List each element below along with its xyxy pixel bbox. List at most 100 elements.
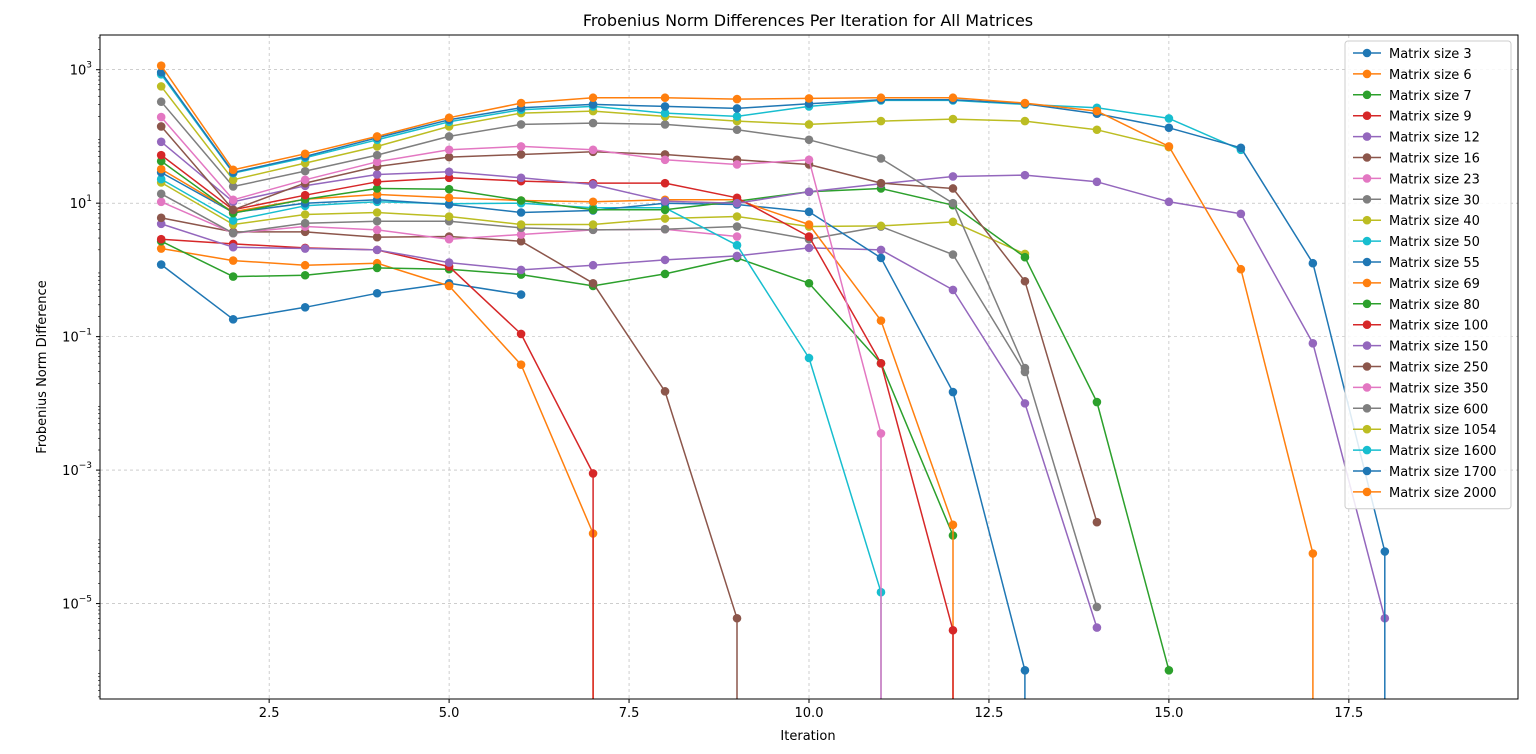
data-point <box>444 281 454 291</box>
data-point <box>660 224 670 234</box>
data-point <box>948 93 958 103</box>
data-point <box>588 197 598 207</box>
data-point <box>516 265 526 275</box>
data-point <box>1020 276 1030 286</box>
data-point <box>1020 252 1030 262</box>
data-point <box>372 177 382 187</box>
data-point <box>444 173 454 183</box>
data-point <box>948 172 958 181</box>
data-point <box>1020 170 1030 180</box>
legend-label: Matrix size 3 <box>1389 47 1472 62</box>
legend-marker <box>1362 90 1372 100</box>
data-point <box>444 145 454 155</box>
data-point <box>1164 142 1174 151</box>
data-point <box>228 195 238 205</box>
data-point <box>156 137 166 147</box>
data-point <box>732 104 742 113</box>
data-point <box>948 250 958 259</box>
series-line <box>160 264 522 321</box>
data-point <box>732 112 742 121</box>
legend-marker <box>1362 362 1372 371</box>
data-point <box>156 197 166 207</box>
data-point <box>372 157 382 167</box>
legend-label: Matrix size 350 <box>1389 381 1488 396</box>
data-point <box>444 193 454 203</box>
data-point <box>228 175 238 185</box>
data-point <box>588 118 598 128</box>
data-point <box>228 314 238 324</box>
legend-box <box>1344 40 1512 510</box>
data-point <box>876 154 886 163</box>
legend-entry: Matrix size 40 <box>1353 214 1480 229</box>
legend-label: Matrix size 30 <box>1389 193 1480 208</box>
data-point <box>588 100 598 109</box>
data-point <box>876 178 886 188</box>
data-point <box>588 93 598 103</box>
data-point <box>732 240 742 250</box>
data-point <box>156 82 166 91</box>
data-point <box>516 150 526 159</box>
data-point <box>948 625 958 635</box>
data-point <box>1164 197 1174 207</box>
legend: Matrix size 3 Matrix size 6 Matrix size 7 M… <box>1344 40 1512 510</box>
data-point <box>372 170 382 179</box>
data-point <box>516 360 526 369</box>
legend-label: Matrix size 9 <box>1389 110 1472 125</box>
data-point <box>1236 264 1246 274</box>
legend-label: Matrix size 100 <box>1389 319 1488 334</box>
legend-marker <box>1362 174 1372 183</box>
data-point <box>156 61 166 70</box>
data-point <box>156 174 166 184</box>
data-point <box>516 329 526 339</box>
data-point <box>300 190 310 200</box>
data-point <box>1308 258 1318 268</box>
data-point <box>372 263 382 273</box>
data-point <box>1020 363 1030 373</box>
data-point <box>876 245 886 255</box>
data-point <box>948 520 958 530</box>
data-point <box>1236 143 1246 153</box>
data-point <box>1020 116 1030 126</box>
data-point <box>228 228 238 238</box>
legend-entry: Matrix size 1054 <box>1353 423 1497 438</box>
chart-title: Frobenius Norm Differences Per Iteration… <box>583 11 1033 30</box>
data-point <box>588 469 598 478</box>
data-point <box>588 278 598 288</box>
data-point <box>732 251 742 261</box>
legend-entry: Matrix size 1600 <box>1353 444 1497 459</box>
data-point <box>804 94 814 103</box>
data-point <box>588 260 598 270</box>
legend-label: Matrix size 16 <box>1389 152 1480 167</box>
data-point <box>156 260 166 269</box>
series-line <box>160 125 1098 523</box>
data-point <box>228 182 238 191</box>
series-matrix-size-600 <box>156 97 1102 612</box>
data-point <box>300 166 310 176</box>
legend-entry: Matrix size 350 <box>1353 381 1488 396</box>
x-axis-title: Iteration <box>780 729 835 744</box>
data-point <box>660 93 670 103</box>
data-point <box>660 214 670 223</box>
legend-marker <box>1362 487 1372 497</box>
legend-entry: Matrix size 16 <box>1353 152 1480 167</box>
legend-entry: Matrix size 250 <box>1353 361 1488 376</box>
data-point <box>804 220 814 229</box>
legend-label: Matrix size 6 <box>1389 68 1472 83</box>
data-point <box>156 189 166 199</box>
data-point <box>804 207 814 217</box>
series-line <box>160 171 1026 699</box>
legend-marker <box>1362 195 1372 204</box>
legend-marker <box>1362 111 1372 120</box>
data-point <box>1092 177 1102 187</box>
series-matrix-size-350 <box>156 112 886 699</box>
data-point <box>228 165 238 175</box>
data-point <box>300 244 310 253</box>
data-point <box>228 216 238 225</box>
data-point <box>156 122 166 131</box>
legend-entry: Matrix size 150 <box>1353 340 1488 355</box>
data-point <box>660 108 670 118</box>
data-point <box>516 98 526 108</box>
legend-entry: Matrix size 55 <box>1353 256 1480 271</box>
data-point <box>300 149 310 159</box>
